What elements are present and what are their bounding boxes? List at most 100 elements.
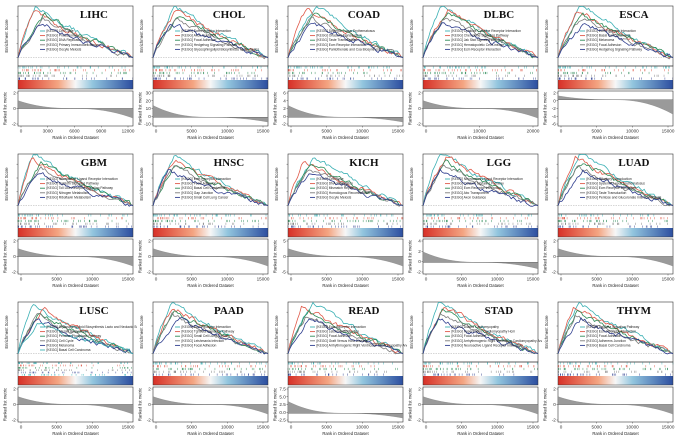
- metric-tick-label: 2: [418, 387, 421, 392]
- x-tick-label: 10000: [86, 425, 99, 430]
- metric-tick-label: 2: [553, 387, 556, 392]
- x-tick-label: 15000: [392, 129, 405, 134]
- hit-frame: [17, 65, 134, 90]
- legend-entry-5: [KEGG] Focal Adhesion: [182, 343, 217, 347]
- legend-entry-4: [KEGG] Hedgehog Signaling Pathway: [182, 43, 238, 47]
- hit-frame: [557, 213, 674, 238]
- x-axis-label: Rank in Ordered Dataset: [322, 135, 369, 140]
- x-axis-label: Rank in Ordered Dataset: [187, 135, 234, 140]
- x-tick-label: 0: [155, 277, 158, 282]
- es-curve-3: [152, 165, 269, 206]
- panel-title: PAAD: [214, 305, 244, 317]
- legend-entry-5: [KEGG] Small Cell Lung Cancer: [182, 195, 230, 199]
- legend-entry-3: [KEGG] DNA Replication: [47, 38, 83, 42]
- metric-tick-label: 0.0: [279, 410, 286, 415]
- hit-row-1: [17, 66, 126, 69]
- hit-row-5: [153, 373, 265, 376]
- hit-frame: [422, 361, 539, 386]
- x-axis-label: Rank in Ordered Dataset: [322, 283, 369, 288]
- es-curve-6: [17, 322, 134, 354]
- x-axis-label: Rank in Ordered Dataset: [457, 283, 504, 288]
- panel-title: LIHC: [80, 9, 108, 21]
- hit-row-2: [287, 69, 402, 72]
- hit-row-2: [423, 69, 537, 72]
- hit-row-4: [18, 222, 129, 225]
- es-curve-4: [17, 166, 134, 206]
- x-tick-label: 10000: [221, 277, 234, 282]
- legend-entry-1: [KEGG] Neuroactive Ligand Receptor Inter…: [452, 177, 523, 181]
- legend-entry-4: [KEGG] Arrhythmogenic Right Ventricular …: [452, 339, 543, 343]
- legend-entry-1: [KEGG] Ecm Receptor Interaction: [182, 29, 232, 33]
- es-curve-5: [557, 169, 674, 206]
- x-axis-label: Rank in Ordered Dataset: [52, 135, 99, 140]
- es-curve-1: [17, 304, 134, 354]
- metric-tick-label: 4: [283, 98, 286, 103]
- x-axis-label: Rank in Ordered Dataset: [457, 135, 504, 140]
- metric-frame: [557, 90, 674, 127]
- heat-strip: [423, 228, 538, 237]
- hit-row-2: [291, 217, 404, 220]
- hit-row-3: [18, 71, 127, 75]
- metric-tick-label: -2: [417, 122, 422, 127]
- panel-title: DLBC: [484, 9, 515, 21]
- hit-row-1: [557, 214, 655, 217]
- hit-row-3: [422, 71, 533, 75]
- metric-tick-label: -2: [147, 270, 152, 275]
- legend-entry-3: [KEGG] Mismatch Repair: [317, 186, 355, 190]
- metric-tick-label: -2: [417, 418, 422, 423]
- hit-row-2: [557, 217, 668, 220]
- gsea-plot-svg: Enrichment Score [KEGG] Ecm Receptor Inte…: [273, 301, 407, 436]
- panel-title: HNSC: [214, 157, 245, 169]
- x-tick-label: 15000: [662, 277, 675, 282]
- hit-row-1: [18, 214, 128, 217]
- hit-row-1: [152, 362, 267, 365]
- x-tick-label: 0: [560, 129, 563, 134]
- x-tick-label: 5000: [187, 425, 198, 430]
- es-curve-1: [17, 6, 134, 58]
- gsea-plot-svg: Enrichment Score [KEGG] Neuroactive Ligan…: [3, 153, 135, 288]
- legend-entry-4: [KEGG] Ecm Receptor Interaction: [317, 43, 367, 47]
- panel-title: CHOL: [213, 9, 245, 21]
- metric-tick-label: -2: [12, 270, 17, 275]
- metric-frame: [422, 238, 539, 275]
- legend-entry-4: [KEGG] Adherens Junction: [587, 339, 627, 343]
- hit-row-5: [153, 77, 268, 80]
- legend-entry-3: [KEGG] Ecm Receptor Interaction: [587, 186, 637, 190]
- legend-entry-4: [KEGG] Graft Versus Host Disease: [317, 339, 368, 343]
- x-tick-label: 5000: [52, 425, 63, 430]
- metric-area: [17, 248, 134, 267]
- es-curve-1: [557, 6, 674, 58]
- x-tick-label: 15000: [527, 425, 540, 430]
- metric-tick-label: 2: [418, 249, 421, 254]
- x-tick-label: 0: [290, 277, 293, 282]
- hit-row-5: [17, 225, 132, 228]
- es-curve-1: [152, 302, 269, 354]
- legend-entry-4: [KEGG] Nitrogen Metabolism: [47, 191, 90, 195]
- metric-tick-label: 0: [553, 98, 556, 103]
- metric-area: [17, 100, 134, 119]
- es-axis-label: Enrichment Score: [4, 167, 9, 201]
- es-curve-2: [557, 11, 674, 59]
- legend-entry-2: [KEGG] Proteasome: [47, 34, 77, 38]
- es-axis-label: Enrichment Score: [409, 167, 414, 201]
- hit-frame: [557, 361, 674, 386]
- gsea-plot-svg: Enrichment Score [KEGG] Cytokine Cytokine…: [408, 5, 540, 140]
- legend-entry-5: [KEGG] Oocyte Meiosis: [47, 47, 82, 51]
- gsea-panel-stad: Enrichment Score [KEGG] Dilated Cardiomyo…: [407, 298, 542, 446]
- x-tick-label: 0: [20, 425, 23, 430]
- metric-axis-label: Ranked list metric: [3, 388, 8, 421]
- panel-title: LUAD: [618, 157, 649, 169]
- legend-entry-4: [KEGG] Focal Adhesion: [587, 43, 622, 47]
- gsea-panel-esca: Enrichment Score [KEGG] Ecm Receptor Inte…: [542, 2, 677, 150]
- hit-row-3: [422, 367, 538, 371]
- x-axis-label: Rank in Ordered Dataset: [52, 431, 99, 436]
- x-tick-label: 0: [155, 425, 158, 430]
- gsea-plot-svg: Enrichment Score [KEGG] Cell Cycle[KEGG] …: [273, 153, 405, 288]
- heat-strip: [558, 80, 673, 89]
- x-tick-label: 15000: [527, 277, 540, 282]
- metric-tick-label: -4: [552, 114, 557, 119]
- es-curve-4: [557, 164, 674, 207]
- metric-tick-label: 0: [148, 402, 151, 407]
- legend-entry-1: [KEGG] Cytokine Cytokine Receptor Intera…: [452, 29, 522, 33]
- hit-row-3: [558, 367, 668, 371]
